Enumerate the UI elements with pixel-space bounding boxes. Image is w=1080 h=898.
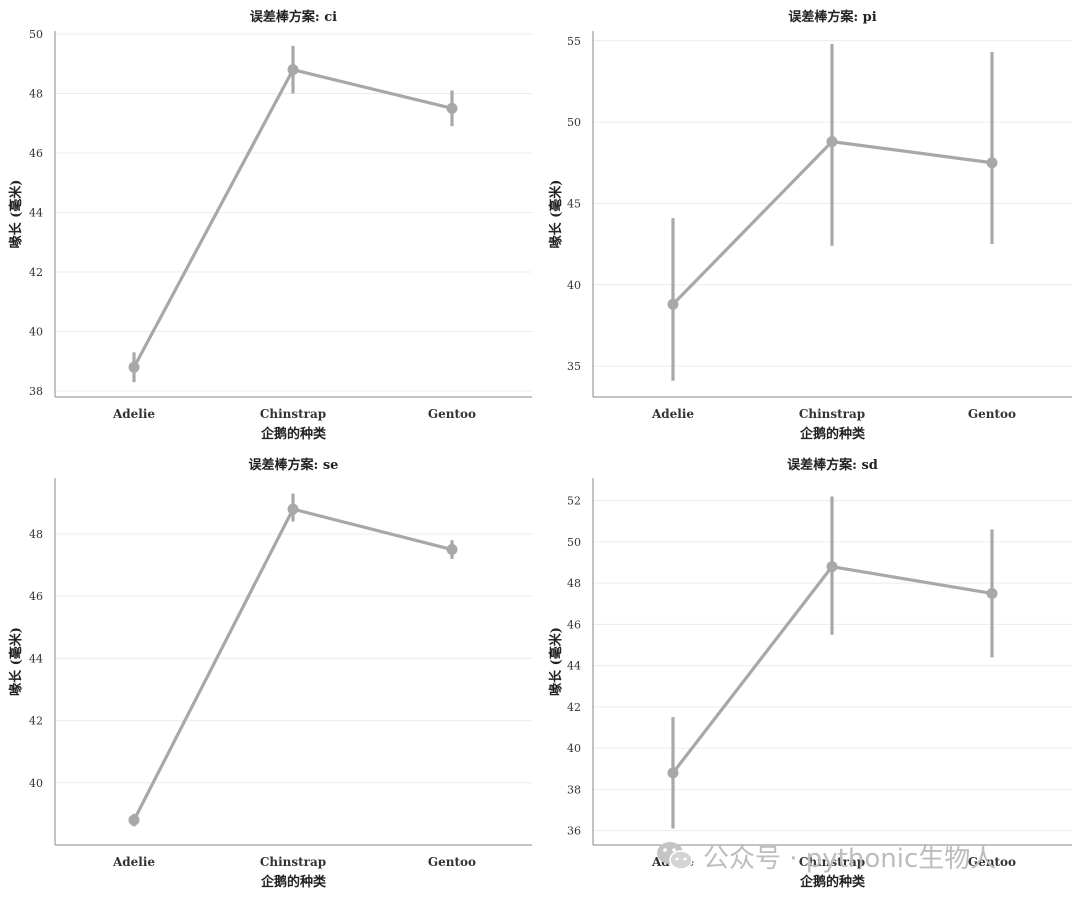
x-tick-label: Adelie	[112, 407, 155, 421]
data-point	[826, 561, 838, 573]
x-axis-label: 企鹅的种类	[260, 874, 327, 890]
y-axis-label: 喙长 (毫米)	[548, 627, 564, 696]
chart-panel-4: 363840424446485052AdelieChinstrapGentoo误…	[548, 457, 1072, 890]
data-point	[667, 767, 679, 779]
y-tick-label: 44	[567, 660, 581, 673]
y-tick-label: 52	[567, 495, 581, 508]
y-tick-label: 38	[29, 385, 43, 398]
data-point	[986, 157, 998, 169]
y-tick-label: 50	[29, 28, 43, 41]
y-axis-label: 喙长 (毫米)	[8, 180, 24, 249]
y-axis-label: 喙长 (毫米)	[8, 627, 24, 696]
series-line	[132, 507, 453, 821]
x-tick-label: Chinstrap	[260, 407, 326, 421]
x-tick-label: Chinstrap	[799, 407, 865, 421]
data-point	[128, 814, 140, 826]
data-point	[986, 587, 998, 599]
y-tick-label: 55	[567, 35, 581, 48]
y-tick-label: 42	[29, 266, 43, 279]
y-tick-label: 48	[29, 528, 43, 541]
x-axis-label: 企鹅的种类	[799, 874, 866, 890]
x-tick-label: Adelie	[112, 855, 155, 869]
y-tick-label: 40	[29, 777, 43, 790]
data-point	[826, 136, 838, 148]
data-point	[446, 102, 458, 114]
x-tick-label: Chinstrap	[799, 855, 865, 869]
x-tick-label: Chinstrap	[260, 855, 326, 869]
x-axis-label: 企鹅的种类	[260, 426, 327, 442]
x-axis-label: 企鹅的种类	[799, 426, 866, 442]
chart-panel-2: 35 40 45 50 55 Adelie Chinstrap Gentoo 误差棒方案: pi…	[548, 9, 1072, 442]
y-tick-label: 48	[29, 87, 43, 100]
y-tick-label: 36	[567, 825, 581, 838]
y-tick-label: 46	[567, 618, 581, 631]
y-tick-label: 40	[567, 742, 581, 755]
y-tick-label: 46	[29, 147, 43, 160]
chart-panel-1: 38 40 42 44 46 48 50 Adelie Chinstrap Gentoo 误差棒方案…	[8, 9, 532, 442]
y-tick-label: 44	[29, 207, 43, 220]
y-tick-label: 44	[29, 652, 43, 665]
watermark: 公众号 · pythonic生物人	[655, 836, 996, 876]
y-tick-label: 42	[567, 701, 581, 714]
data-point	[667, 298, 679, 310]
chart-title: 误差棒方案: se	[249, 457, 339, 473]
y-tick-label: 40	[567, 279, 581, 292]
data-point	[128, 361, 140, 373]
y-tick-label: 40	[29, 326, 43, 339]
watermark-text: 公众号 · pythonic生物人	[703, 843, 997, 874]
chart-title: 误差棒方案: pi	[788, 9, 876, 25]
x-tick-label: Gentoo	[968, 407, 1016, 421]
y-tick-label: 46	[29, 590, 43, 603]
series-line	[132, 68, 453, 368]
x-tick-label: Adelie	[651, 407, 694, 421]
data-point	[446, 544, 458, 556]
y-tick-label: 48	[567, 577, 581, 590]
x-tick-label: Gentoo	[428, 855, 476, 869]
x-tick-label: Gentoo	[968, 855, 1016, 869]
y-tick-label: 42	[29, 715, 43, 728]
chart-panel-3: 40 42 44 46 48 Adelie Chinstrap Gentoo 误差棒方案: se…	[8, 457, 532, 890]
data-point	[287, 64, 299, 76]
y-tick-label: 50	[567, 536, 581, 549]
y-tick-label: 35	[567, 360, 581, 373]
x-tick-label: Gentoo	[428, 407, 476, 421]
y-tick-label: 50	[567, 116, 581, 129]
data-point	[287, 503, 299, 515]
chart-title: 误差棒方案: ci	[250, 9, 337, 25]
wechat-icon	[657, 842, 693, 870]
y-axis-label: 喙长 (毫米)	[548, 180, 564, 249]
y-tick-label: 45	[567, 197, 581, 210]
y-tick-label: 38	[567, 783, 581, 796]
chart-title: 误差棒方案: sd	[787, 457, 878, 473]
